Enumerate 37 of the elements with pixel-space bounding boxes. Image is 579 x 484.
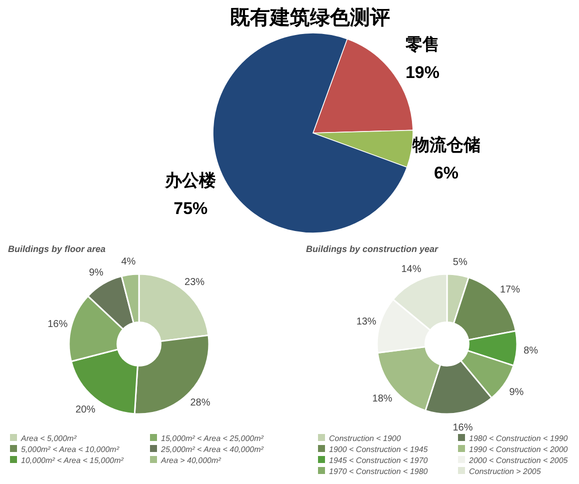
data-label: 9% xyxy=(509,387,524,398)
legend-label: 15,000m² < Area < 25,000m² xyxy=(161,434,264,443)
legend-label: Area > 40,000m² xyxy=(160,456,222,465)
chart-title: Buildings by floor area xyxy=(8,244,106,254)
chart-title: Buildings by construction year xyxy=(306,244,439,254)
data-label: 14% xyxy=(401,264,422,275)
legend-label: 25,000m² < Area < 40,000m² xyxy=(160,445,264,454)
legend-label: Construction > 2005 xyxy=(469,467,542,476)
legend-label: 5,000m² < Area < 10,000m² xyxy=(21,445,120,454)
data-label: 8% xyxy=(524,345,538,356)
legend-label: 1980 < Construction < 1990 xyxy=(469,434,568,443)
chart-title: 既有建筑绿色测评 xyxy=(230,7,390,29)
data-label: 28% xyxy=(190,398,210,408)
data-label: 5% xyxy=(452,257,468,268)
data-label: 16% xyxy=(452,422,473,434)
legend-label: 1945 < Construction < 1970 xyxy=(329,456,428,465)
legend-label: 1990 < Construction < 2000 xyxy=(469,445,568,454)
data-label: 16% xyxy=(48,319,68,330)
data-label: 17% xyxy=(500,284,520,296)
slice-label: 物流仓储 xyxy=(411,136,480,155)
legend-label: 1900 < Construction < 1945 xyxy=(329,445,428,454)
legend-label: Construction < 1900 xyxy=(329,434,402,443)
legend-label: 1970 < Construction < 1980 xyxy=(329,467,428,476)
data-label: 19% xyxy=(405,63,440,82)
data-label: 9% xyxy=(89,268,104,279)
data-label: 13% xyxy=(356,316,376,328)
legend-label: 2000 < Construction < 2005 xyxy=(468,456,568,465)
data-label: 20% xyxy=(75,404,96,416)
data-label: 6% xyxy=(434,164,459,183)
slice-label: 零售 xyxy=(404,35,440,54)
slice-label: 办公楼 xyxy=(164,171,218,190)
legend-label: Area < 5,000m² xyxy=(20,434,77,443)
data-label: 75% xyxy=(174,199,208,218)
data-label: 4% xyxy=(121,256,136,268)
data-label: 18% xyxy=(372,394,392,405)
data-label: 23% xyxy=(184,276,205,288)
legend-label: 10,000m² < Area < 15,000m² xyxy=(21,456,124,465)
